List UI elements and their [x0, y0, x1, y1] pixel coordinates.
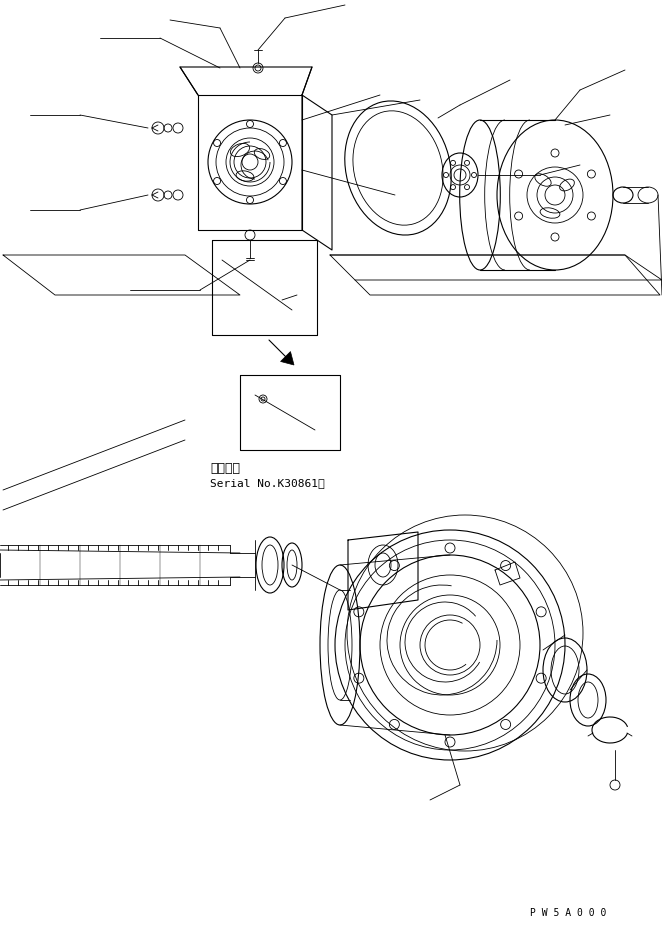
Polygon shape — [281, 352, 294, 365]
Text: 適用号機: 適用号機 — [210, 462, 240, 475]
Text: P W 5 A 0 0 0: P W 5 A 0 0 0 — [530, 908, 606, 918]
Text: Serial No.K30861～: Serial No.K30861～ — [210, 478, 325, 488]
